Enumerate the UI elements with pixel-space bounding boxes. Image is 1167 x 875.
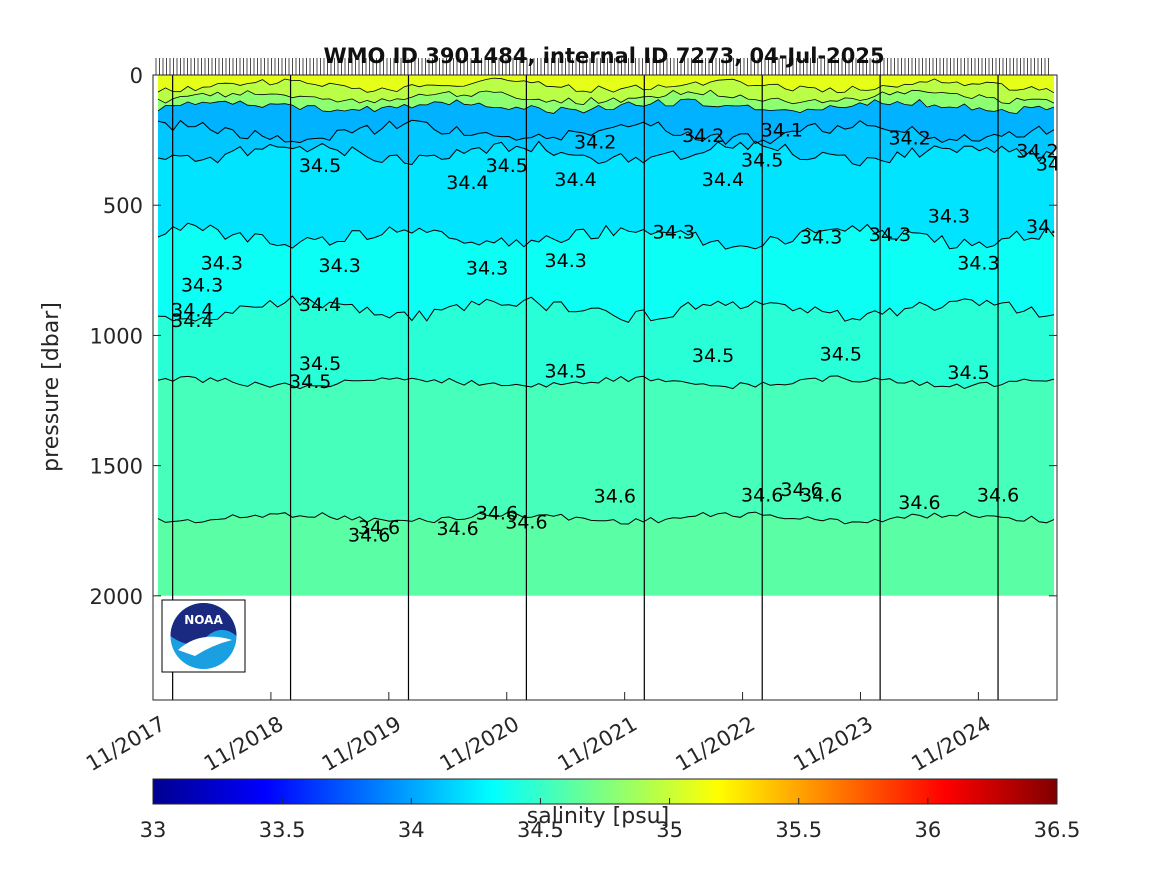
contour-label: 34.6 bbox=[358, 517, 400, 539]
contour-label: 34.3 bbox=[957, 253, 999, 275]
noaa-logo-text: NOAA bbox=[184, 613, 223, 627]
surface-band-35.1 bbox=[158, 75, 1054, 93]
contour-label: 34.3 bbox=[869, 224, 911, 246]
contour-label: 34.5 bbox=[486, 155, 528, 177]
contour-label: 34.6 bbox=[348, 525, 390, 547]
colorbar-tick-label: 35.5 bbox=[775, 818, 822, 842]
x-tick-label: 11/2021 bbox=[554, 712, 642, 776]
contour-label: 34.6 bbox=[741, 484, 783, 506]
x-tick-label: 11/2020 bbox=[436, 712, 524, 776]
contour-label: 34.3 bbox=[319, 255, 361, 277]
contour-label: 34.3 bbox=[653, 221, 695, 243]
plot-area: 34.634.6 34.634.634.634.6 34.634.634.6 34.6… bbox=[153, 75, 1078, 700]
x-tick-label: 11/2023 bbox=[789, 712, 877, 776]
contour-label: 34.2 bbox=[1016, 141, 1058, 163]
contour-label: 34.4 bbox=[446, 172, 488, 194]
no-data-area bbox=[153, 595, 1057, 700]
x-tick-label: 11/2017 bbox=[82, 712, 170, 776]
contour-label: 34.3 bbox=[800, 226, 842, 248]
colorbar-ticks: 33 33.5 34 34.5 35 35.5 36 36.5 bbox=[140, 798, 1081, 842]
contour-label: 34.4 bbox=[171, 299, 213, 321]
contour-label: 34.6 bbox=[505, 512, 547, 534]
contour-label: 34.6 bbox=[977, 484, 1019, 506]
contour-label: 34.6 bbox=[476, 503, 518, 525]
contour-34.3 bbox=[157, 222, 1055, 250]
contour-label: 34.4 bbox=[171, 310, 213, 332]
colorbar-tick-label: 35 bbox=[656, 818, 683, 842]
contour-label: 34.3 bbox=[201, 253, 243, 275]
contour-34.1 bbox=[157, 119, 1055, 146]
contour-34.6 bbox=[157, 511, 1055, 525]
contour-label: 34.5 bbox=[299, 353, 341, 375]
contour-label: 34.6 bbox=[800, 484, 842, 506]
colorbar-tick-label: 36.5 bbox=[1034, 818, 1081, 842]
colorbar-tick-label: 33 bbox=[140, 818, 167, 842]
contour-label: 34.3 bbox=[1026, 216, 1068, 238]
contour-34.2 bbox=[157, 140, 1055, 167]
colorbar bbox=[152, 778, 1058, 805]
x-tick-label: 11/2018 bbox=[200, 712, 288, 776]
contour-label: 34.4 bbox=[702, 169, 744, 191]
colorbar-tick-label: 36 bbox=[914, 818, 941, 842]
contour-lines bbox=[157, 77, 1055, 525]
contour-label: 34.4 bbox=[299, 294, 341, 316]
colorbar-tick-label: 33.5 bbox=[259, 818, 306, 842]
colorbar-tick-label: 34.5 bbox=[517, 818, 564, 842]
contour-label: 34.5 bbox=[947, 362, 989, 384]
y-tick-label: 1000 bbox=[90, 324, 143, 348]
x-tick-label: 11/2022 bbox=[672, 712, 760, 776]
surface-contour-34.8 bbox=[157, 98, 1055, 115]
contour-label: 34.5 bbox=[299, 155, 341, 177]
contour-label: 34.5 bbox=[545, 361, 587, 383]
y-tick-label: 0 bbox=[130, 64, 143, 88]
y-tick-label: 2000 bbox=[90, 585, 143, 609]
plot-frame bbox=[152, 74, 1058, 701]
contour-label: 34.3 bbox=[928, 206, 970, 228]
contour-label: 34.2 bbox=[574, 131, 616, 153]
contour-label: 34.4 bbox=[1036, 154, 1078, 176]
contour-label: 34.5 bbox=[289, 371, 331, 393]
x-tick-label: 11/2019 bbox=[318, 712, 406, 776]
contour-label: 34.6 bbox=[780, 479, 822, 501]
surface-contour-35.1 bbox=[157, 77, 1055, 94]
contour-label: 34.6 bbox=[436, 518, 478, 540]
contour-label: 34.3 bbox=[181, 275, 223, 297]
contour-label: 34.4 bbox=[554, 169, 596, 191]
colorbar-tick-label: 34 bbox=[398, 818, 425, 842]
contour-label: 34.5 bbox=[741, 150, 783, 172]
surface-contour-34.95 bbox=[157, 89, 1055, 106]
profile-tick-marks bbox=[155, 58, 1049, 75]
colorbar-label: salinity [psu] bbox=[527, 804, 669, 829]
time-marker-lines bbox=[172, 75, 999, 700]
contour-label: 34.1 bbox=[761, 120, 803, 142]
contour-label: 34.5 bbox=[692, 345, 734, 367]
contour-label: 34.6 bbox=[594, 486, 636, 508]
contour-label: 34.2 bbox=[682, 125, 724, 147]
y-tick-label: 1500 bbox=[90, 455, 143, 479]
y-axis-label: pressure [dbar] bbox=[39, 302, 64, 472]
contour-label: 34.6 bbox=[898, 492, 940, 514]
y-axis: 0 500 1000 1500 2000 bbox=[90, 64, 1057, 609]
contour-34.5 bbox=[157, 375, 1055, 390]
contour-labels: 34.634.6 34.634.634.634.6 34.634.634.6 34.6… bbox=[171, 120, 1078, 547]
contour-label: 34.3 bbox=[466, 258, 508, 280]
y-tick-label: 500 bbox=[103, 194, 143, 218]
x-axis: 11/2017 11/2018 11/2019 11/2020 11/2021 11/20… bbox=[82, 692, 995, 776]
contour-label: 34.3 bbox=[545, 250, 587, 272]
contour-label: 34.5 bbox=[820, 344, 862, 366]
contour-label: 34.2 bbox=[888, 128, 930, 150]
x-tick-label: 11/2024 bbox=[907, 712, 995, 776]
contour-34.4 bbox=[157, 295, 1055, 324]
noaa-logo: NOAA bbox=[161, 599, 246, 673]
